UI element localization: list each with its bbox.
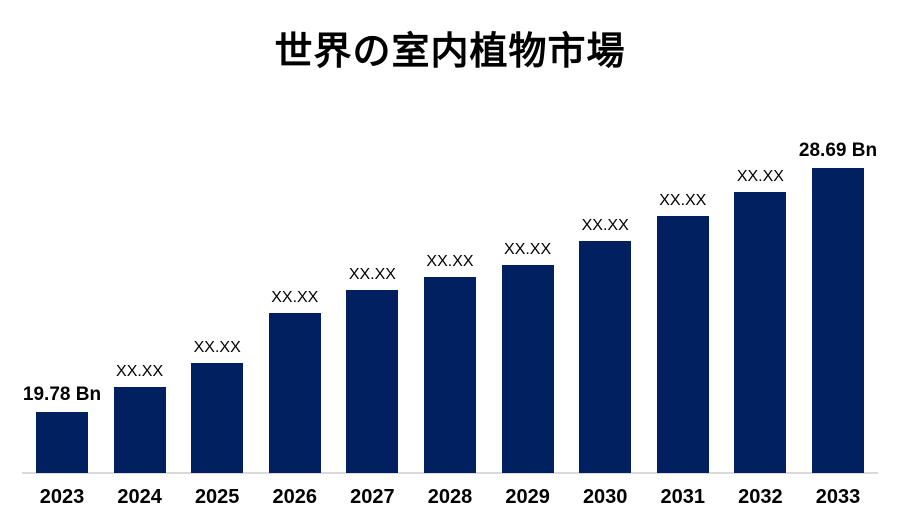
bar: [579, 241, 632, 473]
bar-value-label: XX.XX: [116, 363, 164, 380]
bar-value-label: XX.XX: [736, 168, 784, 185]
x-tick-label: 2031: [660, 486, 706, 508]
bar-value-label: XX.XX: [348, 266, 396, 283]
x-tick-label: 2023: [39, 486, 85, 508]
bar: [424, 277, 476, 473]
x-tick-label: 2028: [427, 486, 473, 508]
bar-value-label: 28.69 Bn: [798, 140, 878, 161]
bar-value-label: XX.XX: [504, 241, 552, 258]
x-tick-label: 2033: [815, 486, 861, 508]
bar: [268, 313, 321, 473]
x-axis-line: [22, 472, 878, 474]
x-tick-label: 2032: [738, 486, 783, 508]
bar-value-label: XX.XX: [271, 289, 319, 306]
bar-value-label: XX.XX: [426, 253, 474, 270]
x-tick-label: 2026: [272, 486, 318, 508]
bar: [656, 216, 709, 473]
bar: [501, 265, 554, 473]
x-tick-label: 2027: [350, 486, 395, 508]
bar-value-label: XX.XX: [581, 217, 629, 234]
bar-value-label: XX.XX: [659, 192, 707, 209]
bar: [734, 192, 787, 473]
x-tick-label: 2025: [194, 486, 240, 508]
bar: [191, 363, 244, 473]
x-tick-label: 2024: [117, 486, 162, 508]
bar: [346, 290, 399, 473]
x-tick-label: 2030: [582, 486, 628, 508]
bar: [113, 387, 166, 473]
bar: [812, 168, 864, 473]
bar: [36, 412, 88, 473]
x-tick-label: 2029: [505, 486, 550, 508]
chart-title: 世界の室内植物市場: [274, 31, 626, 73]
bar-value-label: XX.XX: [193, 339, 241, 356]
bar-value-label: 19.78 Bn: [22, 384, 102, 405]
